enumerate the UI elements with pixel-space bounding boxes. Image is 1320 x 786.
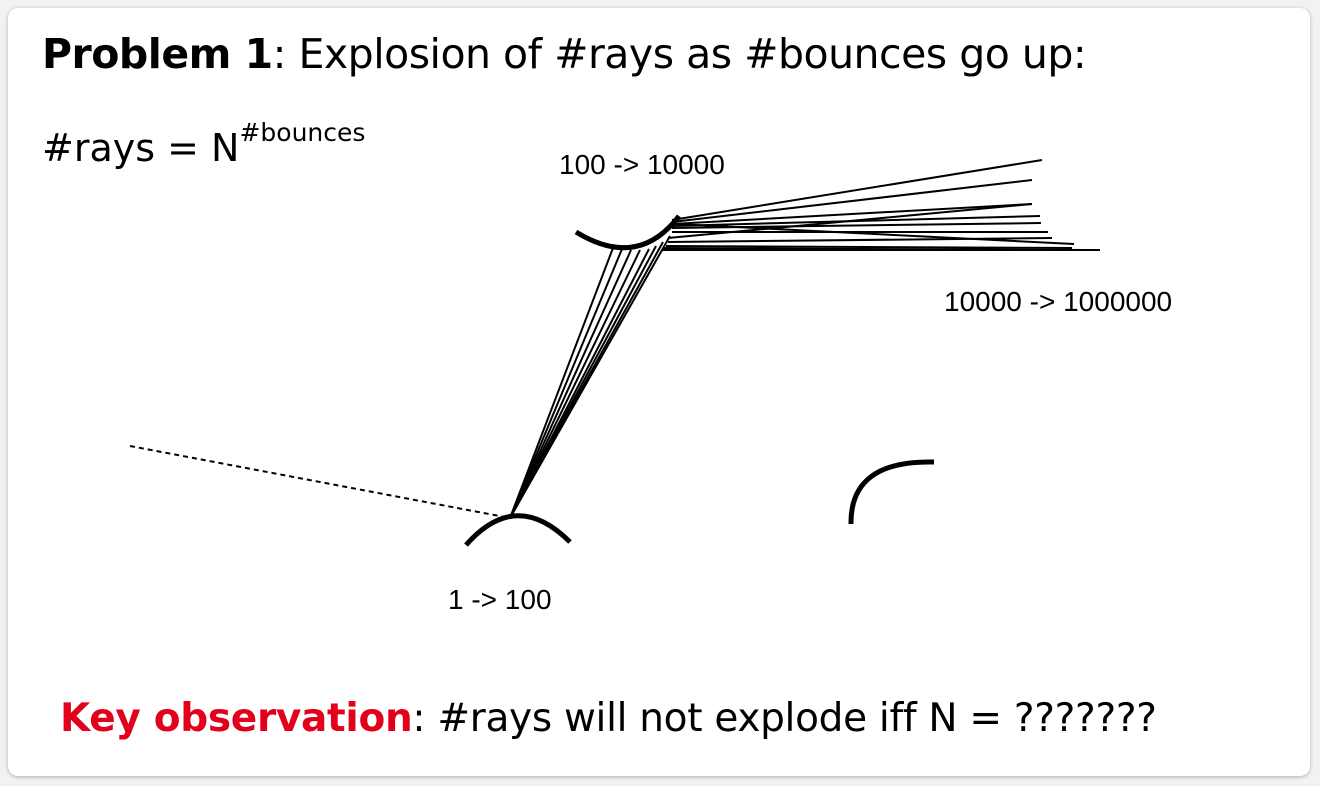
label-second-bounce: 100 -> 10000 [559,149,725,180]
slide-title: Problem 1: Explosion of #rays as #bounce… [42,30,1087,78]
formula-exponent: #bounces [239,118,366,148]
key-observation-highlight: Key observation [60,696,413,741]
title-rest: : Explosion of #rays as #bounces go up: [272,30,1087,78]
key-observation: Key observation: #rays will not explode … [60,696,1157,741]
surface-3 [848,459,935,525]
surface-2 [574,214,681,251]
surface-1 [464,513,572,547]
ray-bounce-diagram [129,159,1100,547]
title-bold: Problem 1 [42,30,273,78]
rays-bounce-2 [662,159,1100,251]
label-first-bounce: 1 -> 100 [448,584,552,615]
formula-base: #rays = N [42,126,240,170]
incoming-ray [129,445,511,519]
rays-bounce-1 [509,235,671,519]
key-observation-rest: : #rays will not explode iff N = ??????? [412,696,1157,741]
slide: Problem 1: Explosion of #rays as #bounce… [8,8,1310,776]
label-third-bounce: 10000 -> 1000000 [944,286,1173,317]
rays-formula: #rays = N#bounces [42,120,365,170]
